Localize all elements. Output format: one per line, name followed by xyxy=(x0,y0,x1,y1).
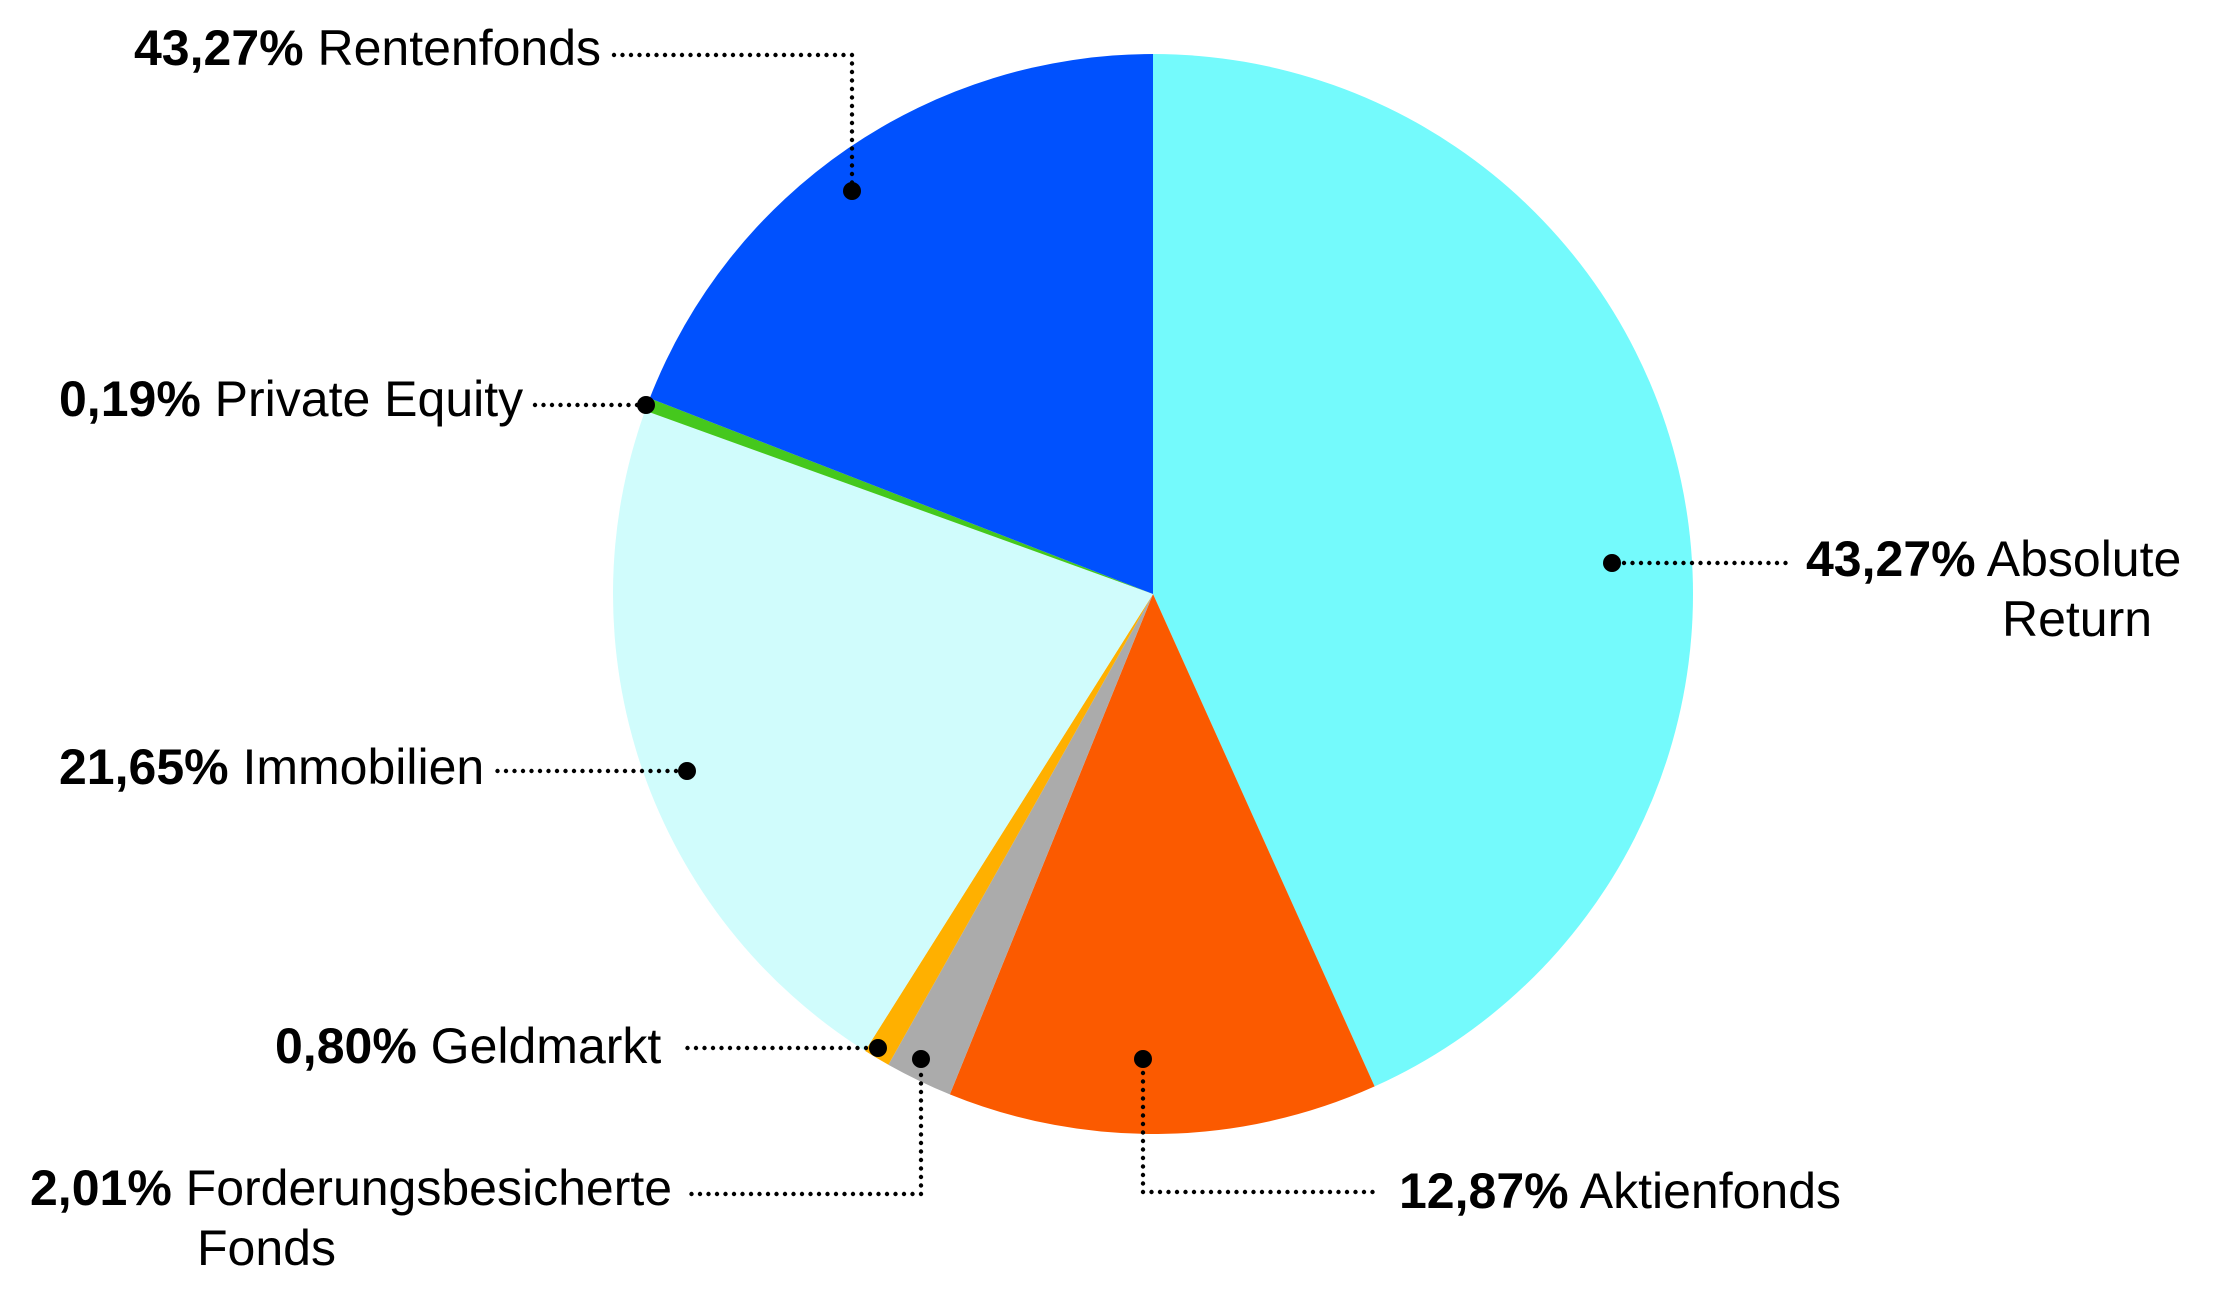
svg-text:0,80% Geldmarkt: 0,80% Geldmarkt xyxy=(275,1018,661,1074)
svg-text:2,01% Forderungsbesicherte: 2,01% Forderungsbesicherte xyxy=(30,1160,672,1216)
svg-text:Fonds: Fonds xyxy=(197,1220,336,1276)
svg-text:12,87% Aktienfonds: 12,87% Aktienfonds xyxy=(1399,1163,1841,1219)
svg-text:0,19% Private Equity: 0,19% Private Equity xyxy=(59,371,523,427)
svg-text:Return: Return xyxy=(2002,591,2152,647)
svg-text:21,65% Immobilien: 21,65% Immobilien xyxy=(59,739,484,795)
svg-text:43,27% Absolute: 43,27% Absolute xyxy=(1806,531,2181,587)
svg-text:43,27% Rentenfonds: 43,27% Rentenfonds xyxy=(134,20,601,76)
